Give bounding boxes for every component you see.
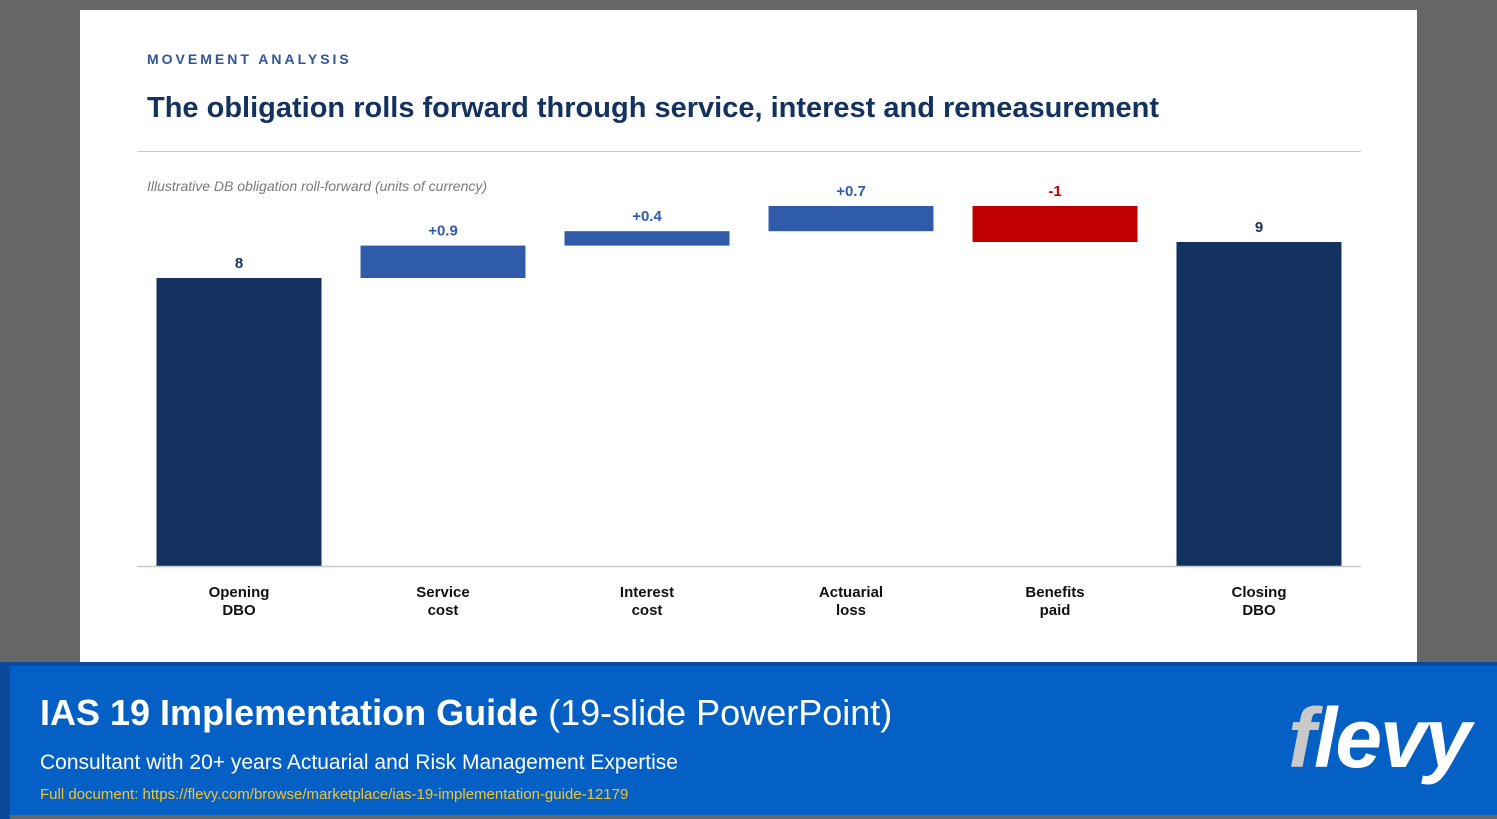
- promo-footer: IAS 19 Implementation Guide (19-slide Po…: [0, 662, 1497, 819]
- bar-5: [972, 206, 1138, 242]
- category-label-6-line-1: Closing: [1232, 584, 1287, 601]
- author-description: Consultant with 20+ years Actuarial and …: [40, 751, 678, 774]
- bar-3: [564, 231, 730, 246]
- category-label-3-line-1: Interest: [620, 584, 674, 601]
- document-link[interactable]: Full document: https://flevy.com/browse/…: [40, 786, 629, 803]
- category-label-4-line-1: Actuarial: [819, 584, 883, 601]
- data-label-2: +0.9: [428, 223, 458, 240]
- bar-4: [768, 206, 934, 232]
- flevy-logo[interactable]: flevy: [1288, 696, 1471, 780]
- footer-edge: [0, 666, 10, 819]
- logo-letter-f: f: [1288, 691, 1316, 785]
- bar-6: [1176, 242, 1342, 566]
- document-title-main: IAS 19 Implementation Guide: [40, 692, 539, 733]
- data-label-5: -1: [1048, 183, 1061, 200]
- data-label-3: +0.4: [632, 208, 662, 225]
- waterfall-chart: 8OpeningDBO+0.9Servicecost+0.4Interestco…: [137, 183, 1361, 619]
- slide: MOVEMENT ANALYSIS The obligation rolls f…: [80, 10, 1417, 662]
- category-label-2-line-2: cost: [428, 602, 459, 619]
- category-label-2-line-1: Service: [416, 584, 469, 601]
- category-label-4-line-2: loss: [836, 602, 866, 619]
- chart-subtitle: Illustrative DB obligation roll-forward …: [147, 178, 488, 194]
- document-title-format: (19-slide PowerPoint): [548, 692, 893, 733]
- logo-letters-levy: levy: [1313, 691, 1471, 785]
- category-label-5-line-1: Benefits: [1025, 584, 1084, 601]
- category-label-1-line-1: Opening: [209, 584, 270, 601]
- bar-2: [360, 245, 526, 278]
- bar-1: [156, 278, 322, 566]
- slide-title: The obligation rolls forward through ser…: [147, 92, 1159, 124]
- category-label-3-line-2: cost: [632, 602, 663, 619]
- document-title: IAS 19 Implementation Guide (19-slide Po…: [40, 692, 892, 734]
- category-label-1-line-2: DBO: [222, 602, 256, 619]
- category-label-5-line-2: paid: [1040, 602, 1071, 619]
- data-label-1: 8: [235, 255, 243, 272]
- data-label-4: +0.7: [836, 183, 866, 200]
- section-eyebrow: MOVEMENT ANALYSIS: [147, 51, 352, 67]
- data-label-6: 9: [1255, 219, 1263, 236]
- title-divider: [137, 151, 1361, 152]
- category-label-6-line-2: DBO: [1242, 602, 1276, 619]
